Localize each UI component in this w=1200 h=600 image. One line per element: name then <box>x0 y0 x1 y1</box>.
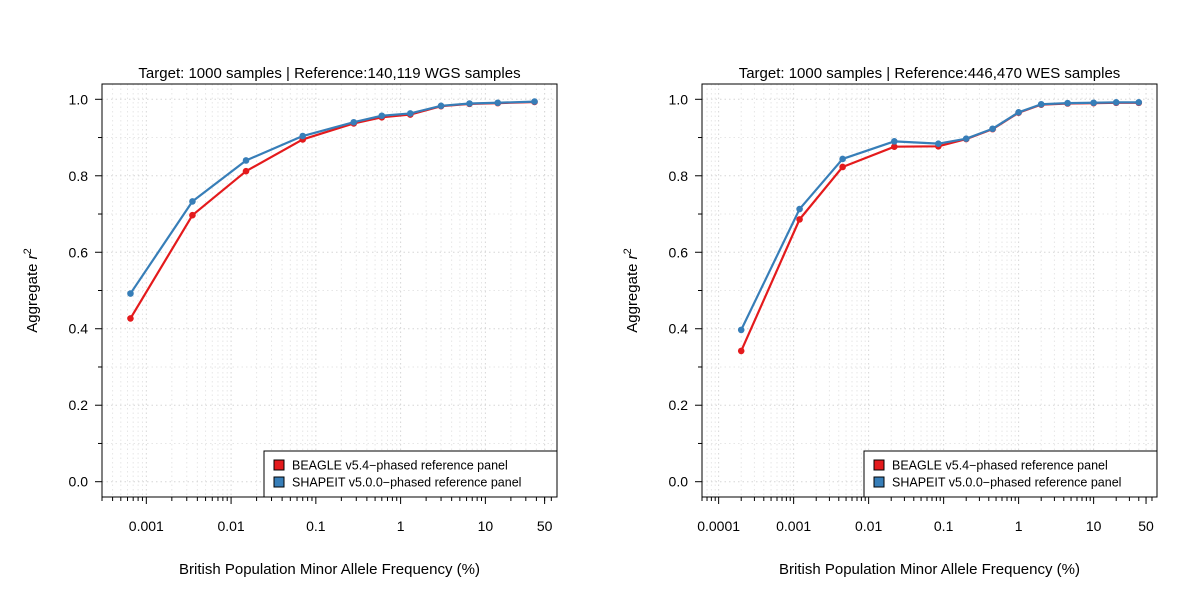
legend-swatch-shapeit <box>273 476 285 488</box>
y-axis-title-var: r <box>624 253 641 259</box>
y-tick-label: 1.0 <box>69 91 89 107</box>
x-tick-label: 0.001 <box>129 518 164 534</box>
chart-title: Target: 1000 samples | Reference:446,470… <box>739 65 1121 82</box>
data-point-shapeit <box>1015 108 1022 116</box>
legend-swatch-beagle <box>273 459 285 471</box>
data-point-shapeit <box>1135 99 1143 106</box>
data-point-shapeit <box>531 98 538 105</box>
y-axis-title-sup: 2 <box>622 248 634 254</box>
data-point-shapeit <box>350 118 358 126</box>
y-tick-label: 0.0 <box>669 474 689 490</box>
y-tick-label: 0.6 <box>669 244 689 260</box>
x-axis-title: British Population Minor Allele Frequenc… <box>179 561 480 578</box>
y-tick-label: 0.8 <box>69 168 89 184</box>
data-point-shapeit <box>989 125 996 133</box>
data-point-shapeit <box>1064 99 1071 107</box>
legend-box <box>263 450 558 498</box>
x-tick-label: 0.01 <box>217 518 244 534</box>
y-axis-title-var: r <box>24 253 41 259</box>
legend-label-shapeit: SHAPEIT v5.0.0−phased reference panel <box>892 476 1121 490</box>
legend: BEAGLE v5.4−phased reference panel SHAPEI… <box>263 450 558 498</box>
data-point-beagle <box>891 143 898 151</box>
x-tick-label: 0.1 <box>306 518 326 534</box>
x-tick-label: 10 <box>478 518 494 534</box>
data-point-shapeit <box>299 132 307 140</box>
chart-title: Target: 1000 samples | Reference:140,119… <box>138 65 520 82</box>
data-point-beagle <box>839 163 846 171</box>
legend-box <box>863 450 1158 498</box>
legend-label-beagle: BEAGLE v5.4−phased reference panel <box>292 459 508 473</box>
data-point-shapeit <box>242 157 250 164</box>
y-axis-title-text: Aggregate <box>24 259 41 332</box>
y-tick-label: 0.2 <box>69 397 89 413</box>
y-axis-title-sup: 2 <box>22 248 34 254</box>
data-point-shapeit <box>796 205 803 213</box>
y-tick-label: 0.8 <box>669 168 689 184</box>
y-tick-label: 0.6 <box>69 244 89 260</box>
y-axis-title-text: Aggregate <box>624 259 641 332</box>
data-point-beagle <box>737 347 745 355</box>
data-point-shapeit <box>494 99 502 107</box>
data-point-shapeit <box>935 140 942 147</box>
data-point-shapeit <box>1112 99 1120 106</box>
data-point-shapeit <box>1090 99 1097 107</box>
y-axis-title: Aggregate r2 <box>22 248 41 333</box>
data-point-shapeit <box>189 198 196 205</box>
data-point-shapeit <box>406 110 414 117</box>
chart-panel-1: 0.001 0.01 0.1 1 10 50 0.0 0.2 0.4 0.6 0.8 1.0 Targe… <box>22 65 558 578</box>
y-tick-label: 0.0 <box>69 474 89 490</box>
data-point-beagle <box>796 216 803 223</box>
y-axis-title: Aggregate r2 <box>622 248 641 333</box>
y-tick-label: 0.2 <box>669 397 689 413</box>
y-tick-label: 1.0 <box>669 91 689 107</box>
y-tick-label: 0.4 <box>669 321 689 337</box>
data-point-shapeit <box>1037 100 1045 108</box>
x-tick-label: 10 <box>1086 518 1102 534</box>
x-tick-label: 1 <box>1015 518 1023 534</box>
x-tick-label: 0.0001 <box>697 518 740 534</box>
y-tick-label: 0.4 <box>69 321 89 337</box>
data-point-shapeit <box>839 155 846 163</box>
data-point-shapeit <box>466 100 473 107</box>
x-tick-label: 0.001 <box>776 518 811 534</box>
legend-swatch-shapeit <box>873 476 885 488</box>
data-point-beagle <box>242 167 250 175</box>
data-point-shapeit <box>962 135 970 142</box>
chart-panel-2: 0.0001 0.001 0.01 0.1 1 10 50 0.0 0.2 0.4 0.6 0.8 1.… <box>622 65 1158 578</box>
series-line-beagle <box>129 100 535 319</box>
data-point-beagle <box>189 211 196 219</box>
x-tick-label: 50 <box>1138 518 1154 534</box>
x-tick-label: 0.1 <box>934 518 954 534</box>
data-point-shapeit <box>378 112 386 120</box>
legend-label-shapeit: SHAPEIT v5.0.0−phased reference panel <box>292 476 521 490</box>
data-point-beagle <box>127 315 134 322</box>
data-point-shapeit <box>127 290 134 297</box>
x-axis-title: British Population Minor Allele Frequenc… <box>779 561 1080 578</box>
legend: BEAGLE v5.4−phased reference panel SHAPEI… <box>863 450 1158 498</box>
data-point-shapeit <box>437 102 445 110</box>
legend-label-beagle: BEAGLE v5.4−phased reference panel <box>892 459 1108 473</box>
x-tick-label: 1 <box>397 518 405 534</box>
data-point-shapeit <box>737 326 745 334</box>
x-tick-label: 0.01 <box>855 518 882 534</box>
x-tick-label: 50 <box>537 518 553 534</box>
legend-swatch-beagle <box>873 459 885 471</box>
data-point-shapeit <box>891 138 898 145</box>
